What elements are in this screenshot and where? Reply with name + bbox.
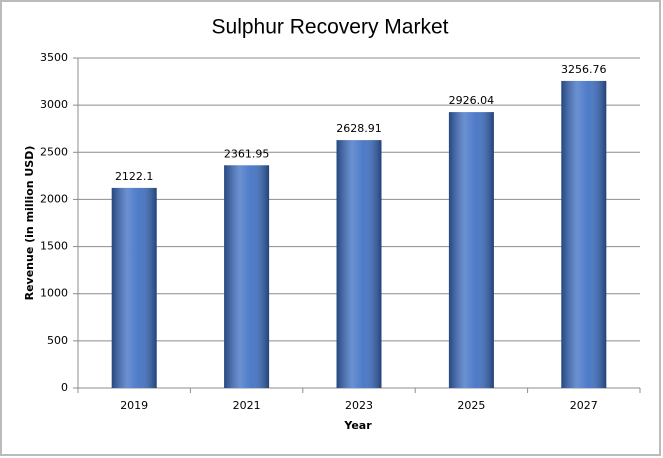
y-tick-label: 0: [61, 381, 68, 394]
bar-shine: [111, 187, 157, 388]
bar-shine: [336, 140, 382, 388]
y-tick-label: 500: [47, 334, 68, 347]
y-tick-label: 3000: [40, 98, 68, 111]
x-tick-label: 2025: [457, 399, 485, 412]
y-axis-title: Revenue (in million USD): [23, 146, 36, 301]
y-tick-label: 1500: [40, 240, 68, 253]
x-tick-label: 2021: [233, 399, 261, 412]
y-tick-label: 1000: [40, 287, 68, 300]
x-axis-title: Year: [343, 419, 372, 432]
value-label: 2628.91: [336, 122, 382, 135]
x-tick-label: 2027: [570, 399, 598, 412]
chart-title: Sulphur Recovery Market: [212, 16, 449, 39]
value-label: 2122.1: [115, 170, 154, 183]
value-label: 2361.95: [224, 147, 270, 160]
value-label: 3256.76: [561, 63, 607, 76]
bar-shine: [224, 165, 270, 388]
value-label: 2926.04: [449, 94, 495, 107]
x-tick-label: 2019: [120, 399, 148, 412]
y-tick-label: 2000: [40, 192, 68, 205]
bar-shine: [561, 80, 607, 389]
x-tick-label: 2023: [345, 399, 373, 412]
y-tick-label: 2500: [40, 145, 68, 158]
bar-shine: [448, 112, 494, 389]
y-tick-label: 3500: [40, 51, 68, 64]
